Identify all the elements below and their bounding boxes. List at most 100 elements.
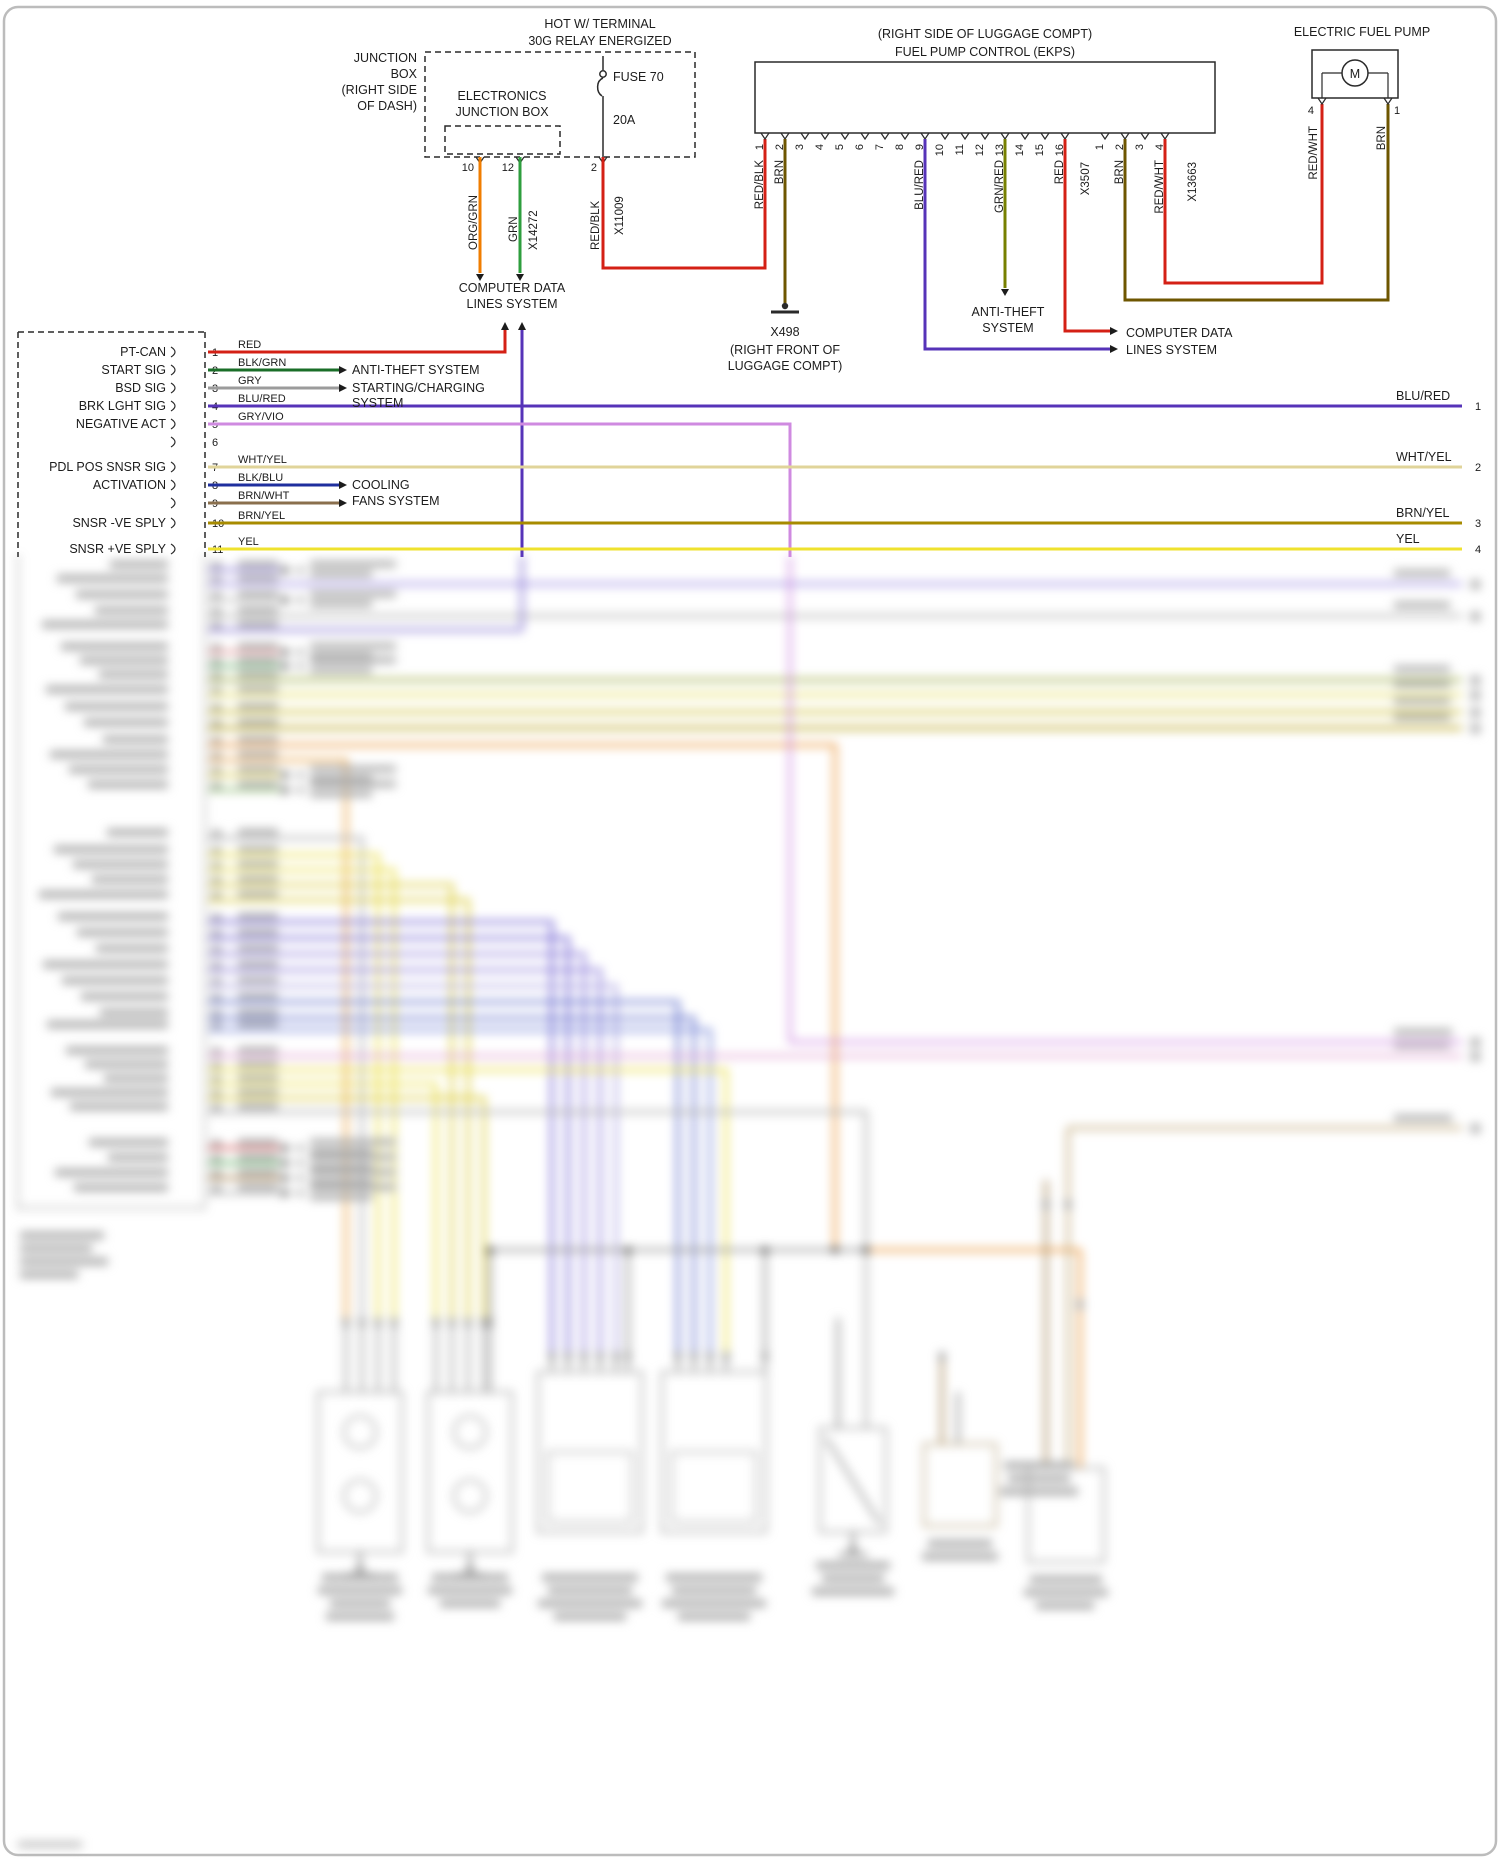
blurred-component-box [547,1451,633,1523]
pin-number: 2 [1114,144,1126,150]
blurred-junction-dot [296,596,304,604]
blurred-text-bar [1471,1124,1480,1133]
blurred-lower-section [17,556,1480,1847]
arrow-right-icon [1110,345,1118,353]
pin-socket [170,364,176,376]
blurred-text-bar [54,846,168,853]
edge-wire-num: 3 [1475,518,1481,530]
blurred-junction-dot [296,566,304,574]
edge-wire-label: BLU/RED [1396,389,1450,403]
blurred-text-bar [322,1574,398,1581]
relay-title-line1: HOT W/ TERMINAL [544,17,655,31]
blurred-text-bar [238,575,278,581]
blurred-text-bar [238,961,278,967]
blurred-text-bar [103,736,168,743]
blurred-text-bar [310,561,396,567]
blurred-text-bar [238,1103,278,1109]
blurred-text-bar [238,846,278,852]
blurred-text-bar [212,994,221,1002]
blurred-text-bar [238,876,278,882]
blurred-text-bar [212,592,221,600]
blurred-text-bar [1471,691,1480,700]
blurred-text-bar [1394,681,1450,687]
pin-number: 15 [1034,144,1046,156]
blurred-text-bar [62,977,168,984]
blurred-wire [208,920,554,1352]
pin-chevron [1317,97,1327,106]
blurred-arrow [282,1158,291,1168]
blurred-text-bar [310,591,396,597]
blurred-arrow [282,661,291,671]
arrow-icon [339,366,347,374]
blurred-text-bar [108,1154,168,1161]
blurred-text-bar [310,781,396,787]
blurred-junction-dot [850,1546,856,1552]
relay-box-outline [424,51,696,158]
blurred-text-bar [554,1613,626,1620]
blurred-text-bar [310,1194,372,1200]
blurred-text-bar [1471,612,1480,621]
pin-number: 13 [994,144,1006,156]
signal-label: BRK LGHT SIG [79,399,166,413]
blurred-text-bar [238,861,278,867]
blurred-text-bar [212,1155,221,1163]
blurred-text-bar [440,1600,500,1607]
blurred-text-bar [433,1318,439,1327]
blurred-wire [208,868,396,1318]
blurred-text-bar [238,607,278,613]
pin-number: 4 [814,144,826,150]
arrow-down-icon [1001,289,1009,296]
blurred-junction-dot [624,1246,632,1254]
blurred-text-bar [212,658,221,666]
blurred-text-bar [61,643,168,650]
blurred-junction-dot [862,1246,870,1254]
blurred-text-bar [548,1587,632,1594]
blurred-wire [208,984,618,1352]
blurred-text-bar [65,703,168,710]
blurred-text-bar [1394,602,1450,608]
pin-chevron [800,132,810,141]
blurred-wire [208,758,348,1318]
blurred-arrow [282,1188,291,1198]
blurred-coil-circle [343,1479,377,1513]
blurred-text-bar [238,1139,278,1145]
signal-label: ACTIVATION [93,478,166,492]
blurred-text-bar [375,1318,381,1327]
pin-chevron [900,132,910,141]
blurred-text-bar [43,961,168,968]
blurred-text-bar [481,1318,487,1327]
blurred-text-bar [238,913,278,919]
arrow-down-icon [516,274,524,281]
wire-label-blured: BLU/RED [914,160,926,210]
motor-letter: M [1350,67,1360,81]
blurred-text-bar [675,1352,681,1361]
blurred-text-bar [1471,724,1480,733]
pin-number: 7 [874,144,886,150]
blurred-text-bar [212,1022,221,1030]
blurred-text-bar [212,1185,221,1193]
blurred-text-bar [238,703,278,709]
electric-fuel-pump: ELECTRIC FUEL PUMP M 4 1 RED/WHT BRN [1294,25,1430,180]
blurred-text-bar [85,1061,168,1068]
cdl-right-line1: COMPUTER DATA [1126,326,1233,340]
blurred-text-bar [672,1587,756,1594]
blurred-text-bar [212,644,221,652]
blurred-arrow [282,1173,291,1183]
blurred-text-bar [212,576,221,584]
blurred-wire [208,1016,696,1352]
pin-number: 6 [212,437,218,449]
blurred-text-bar [310,643,396,649]
blurred-wire [208,1082,438,1318]
blurred-text-bar [310,791,372,797]
edge-wire-label: YEL [1396,532,1420,546]
signal-label: BSD SIG [115,381,166,395]
wire-label-redblk: RED/BLK [754,160,766,210]
pin-chevron [1120,132,1130,141]
ground-dot-icon [781,302,789,310]
blurred-wire [208,1096,486,1318]
blurred-text-bar [238,751,278,757]
blurred-text-bar [1065,1200,1071,1209]
wire-label-brn: BRN [1376,126,1388,150]
blurred-component-box [661,1371,767,1533]
arrow-up-icon [518,322,526,330]
